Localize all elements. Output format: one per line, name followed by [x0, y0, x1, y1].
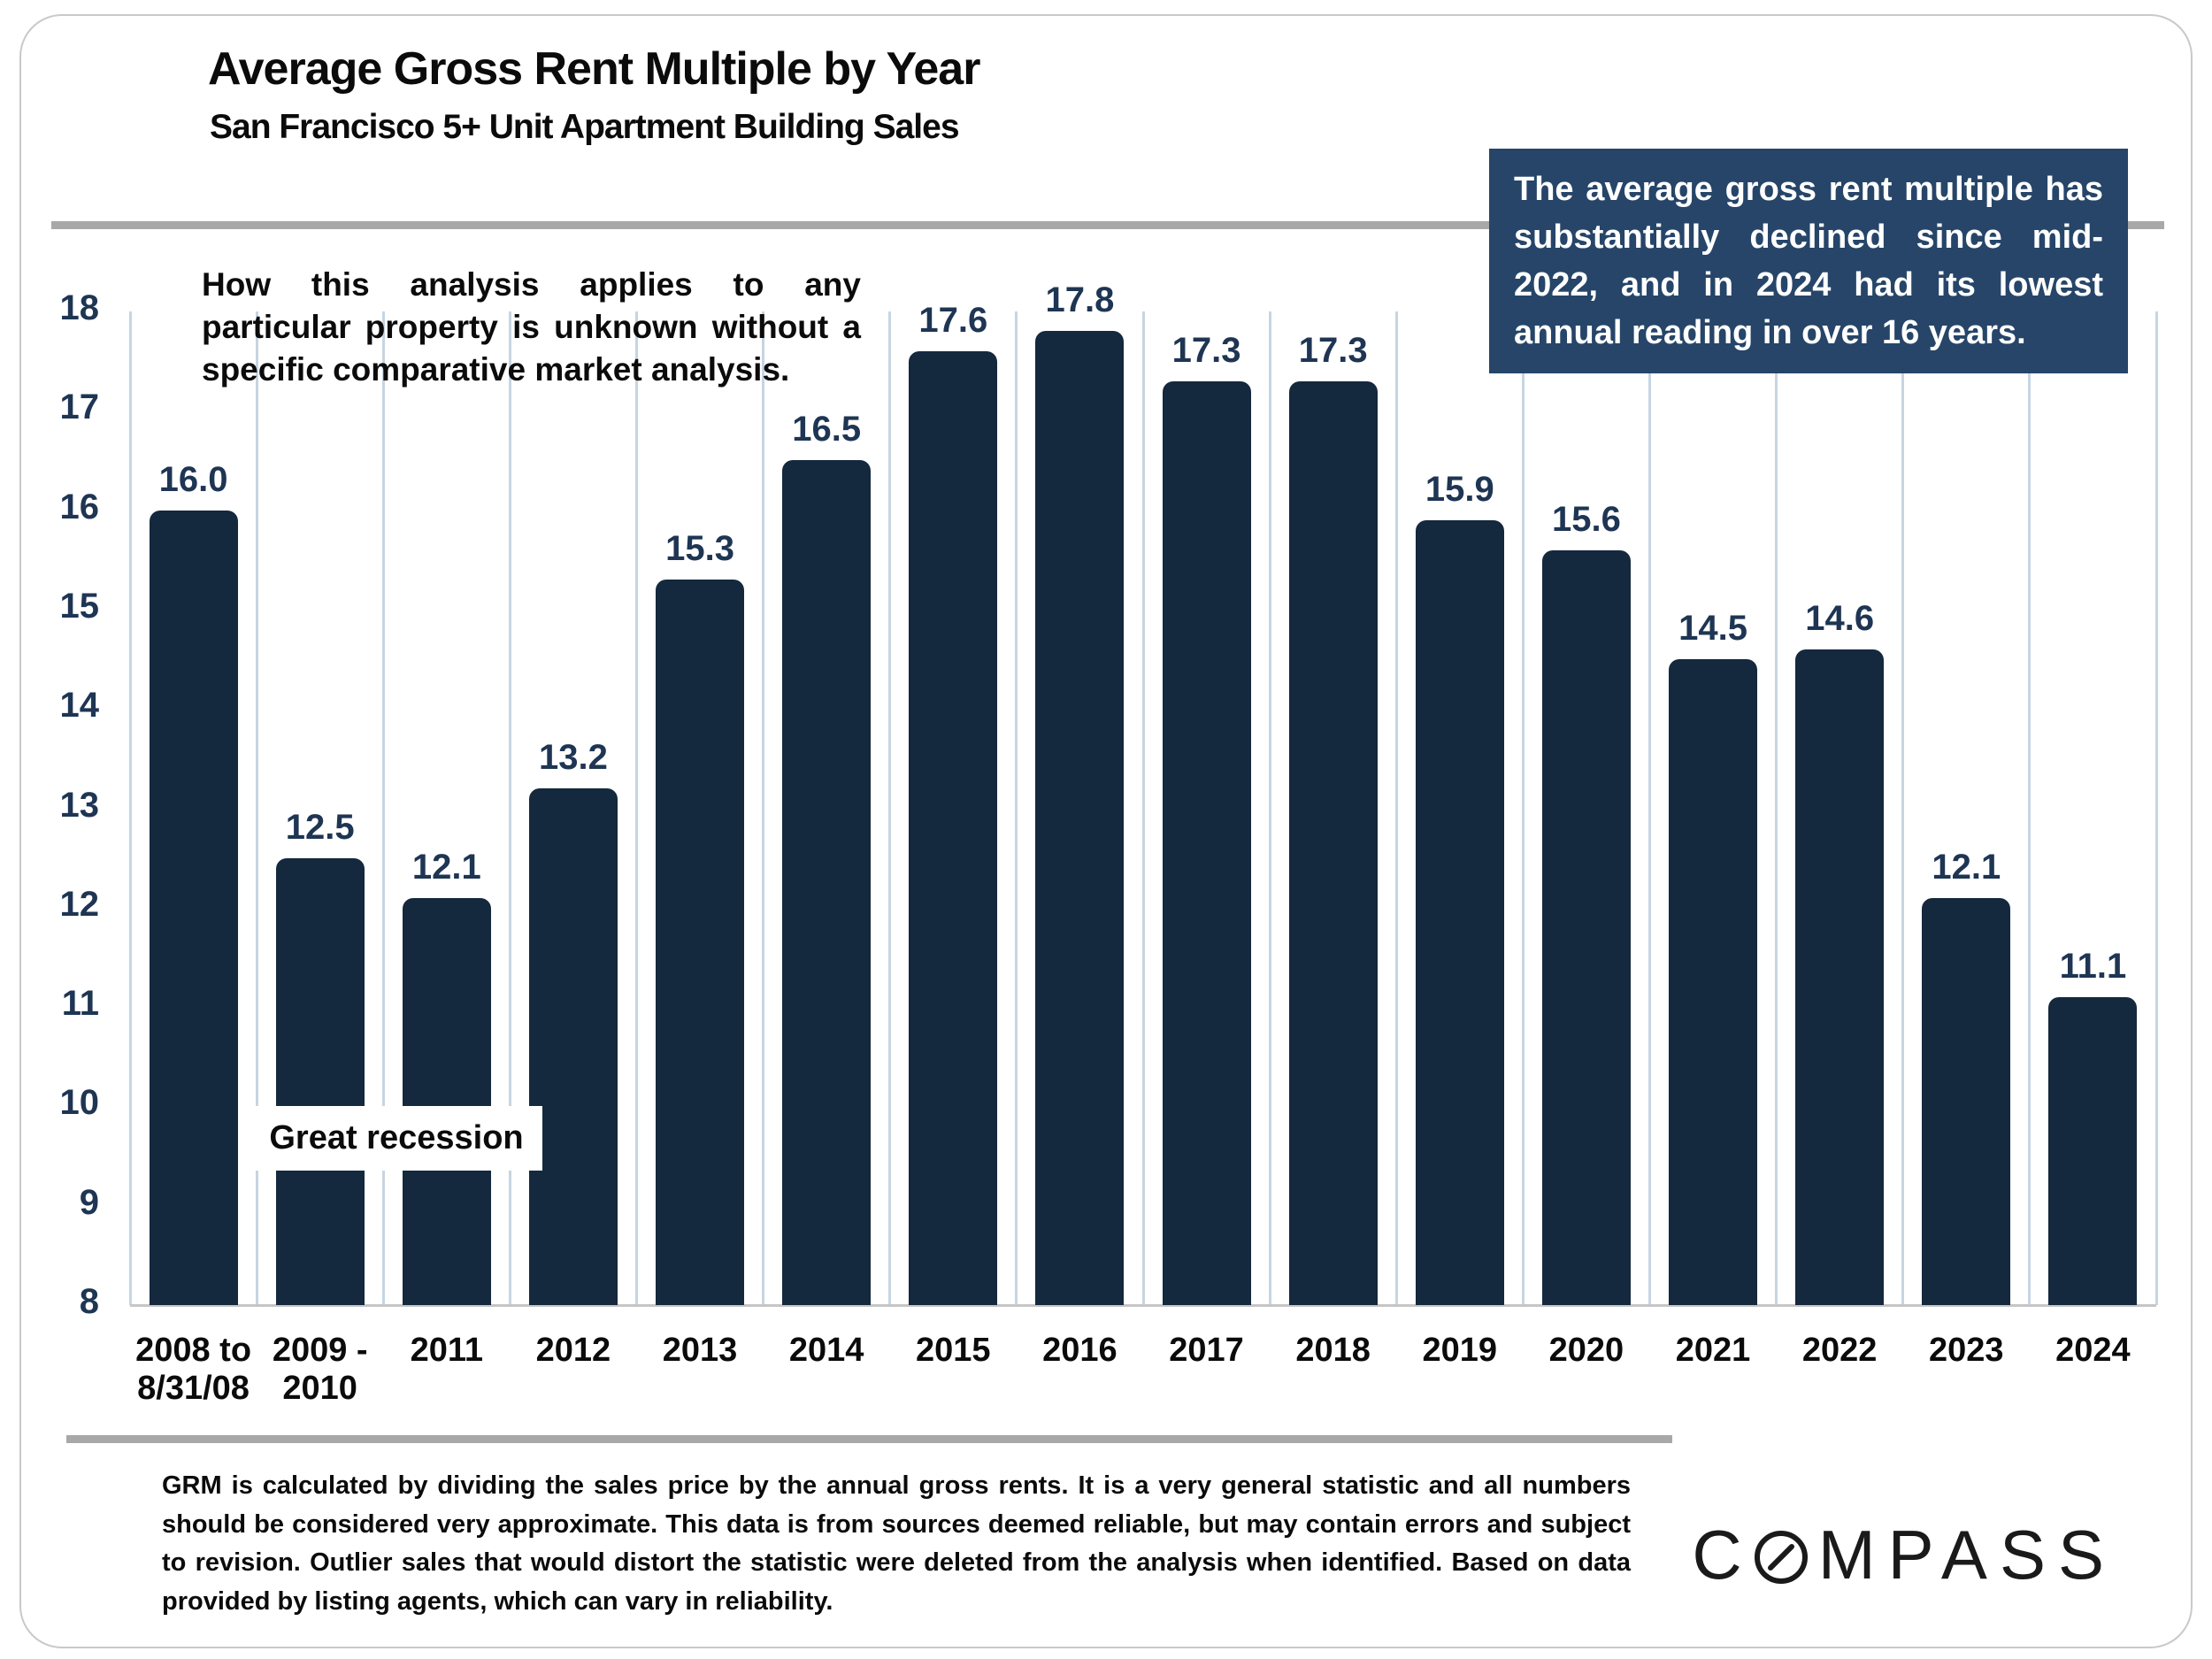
- x-tick-label: 2016: [1042, 1332, 1118, 1369]
- gridline: [1015, 311, 1018, 1305]
- x-tick-label: 2021: [1675, 1332, 1751, 1369]
- callout-box: The average gross rent multiple has subs…: [1489, 149, 2128, 373]
- y-tick-label: 18: [59, 288, 100, 327]
- gridline: [128, 311, 132, 1305]
- compass-o-icon: [1754, 1530, 1808, 1584]
- y-tick-label: 12: [59, 884, 100, 924]
- bar-value-label: 12.1: [1932, 847, 2001, 887]
- bar: [782, 460, 872, 1305]
- page-title: Average Gross Rent Multiple by Year: [208, 43, 980, 95]
- x-tick-label: 2011: [410, 1332, 484, 1369]
- y-tick-label: 10: [59, 1083, 100, 1123]
- bar: [528, 788, 618, 1305]
- bar: [1669, 659, 1758, 1305]
- bar-value-label: 13.2: [539, 738, 608, 778]
- bar-value-label: 16.5: [792, 410, 862, 449]
- bar-value-label: 17.3: [1171, 330, 1241, 370]
- y-tick-label: 15: [59, 586, 100, 626]
- bar: [275, 857, 365, 1305]
- x-tick-label: 2009 - 2010: [272, 1332, 368, 1407]
- y-tick-label: 8: [79, 1282, 99, 1321]
- gridline: [2154, 311, 2158, 1305]
- gridline: [1775, 311, 1778, 1305]
- x-tick-label: 2017: [1169, 1332, 1244, 1369]
- bar: [1162, 380, 1251, 1305]
- compass-logo: C MPASS: [1692, 1515, 2116, 1595]
- gridline: [1268, 311, 1271, 1305]
- x-tick-label: 2008 to 8/31/08: [135, 1332, 252, 1407]
- x-tick-label: 2022: [1801, 1332, 1878, 1369]
- x-tick-label: 2012: [535, 1332, 611, 1369]
- gridline: [1394, 311, 1398, 1305]
- bar: [656, 580, 745, 1305]
- bar-value-label: 17.3: [1298, 330, 1368, 370]
- page-subtitle: San Francisco 5+ Unit Apartment Building…: [210, 108, 960, 146]
- x-tick-label: 2020: [1548, 1332, 1624, 1369]
- x-tick-label: 2024: [2055, 1332, 2131, 1369]
- bar: [402, 897, 491, 1305]
- y-tick-label: 9: [79, 1182, 99, 1222]
- x-tick-label: 2015: [916, 1332, 991, 1369]
- x-tick-label: 2019: [1422, 1332, 1498, 1369]
- bar: [149, 510, 238, 1305]
- x-tick-label: 2013: [662, 1332, 738, 1369]
- top-divider: [51, 221, 2164, 229]
- bar-value-label: 12.5: [285, 807, 355, 847]
- bar: [1795, 649, 1885, 1305]
- bar: [1288, 380, 1378, 1305]
- bar: [1035, 331, 1125, 1305]
- bottom-divider: [66, 1435, 1672, 1443]
- annotation-text: How this analysis applies to any particu…: [202, 266, 861, 388]
- y-tick-label: 16: [59, 487, 100, 526]
- gridline: [1521, 311, 1525, 1305]
- gridline: [888, 311, 892, 1305]
- x-tick-label: 2014: [788, 1332, 864, 1369]
- bar-value-label: 11.1: [2059, 946, 2127, 986]
- x-tick-label: 2023: [1929, 1332, 2004, 1369]
- gridline: [1901, 311, 1905, 1305]
- bar-value-label: 15.9: [1425, 469, 1494, 509]
- gridline: [1141, 311, 1145, 1305]
- gridline: [2028, 311, 2032, 1305]
- gridline: [762, 311, 765, 1305]
- gridline: [255, 311, 258, 1305]
- gridline: [635, 311, 638, 1305]
- brand-letter-c: C: [1692, 1516, 1755, 1594]
- bar: [1415, 519, 1504, 1305]
- bar: [2048, 996, 2138, 1305]
- bar-value-label: 12.1: [411, 847, 481, 887]
- brand-letters-mpass: MPASS: [1817, 1516, 2116, 1594]
- y-tick-label: 17: [59, 388, 100, 427]
- y-tick-label: 11: [61, 984, 99, 1024]
- x-axis-baseline: [130, 1304, 2156, 1307]
- y-tick-label: 14: [59, 686, 100, 726]
- recession-label: Great recession: [250, 1106, 542, 1171]
- bar-value-label: 15.6: [1552, 499, 1621, 539]
- x-tick-label: 2018: [1295, 1332, 1371, 1369]
- callout-text: The average gross rent multiple has subs…: [1514, 171, 2103, 351]
- bar: [1541, 549, 1631, 1305]
- bar-value-label: 14.5: [1678, 609, 1747, 649]
- bar-value-label: 14.6: [1805, 598, 1875, 638]
- bar-value-label: 16.0: [158, 459, 228, 499]
- gridline: [1648, 311, 1651, 1305]
- bar-value-label: 17.8: [1045, 280, 1115, 320]
- y-tick-label: 13: [59, 785, 100, 825]
- bar-value-label: 17.6: [918, 300, 988, 340]
- gridline: [381, 311, 385, 1305]
- bar: [1922, 897, 2011, 1305]
- bar: [909, 350, 998, 1305]
- bar-value-label: 15.3: [665, 529, 734, 569]
- gridline: [508, 311, 511, 1305]
- footer-text: GRM is calculated by dividing the sales …: [162, 1471, 1631, 1616]
